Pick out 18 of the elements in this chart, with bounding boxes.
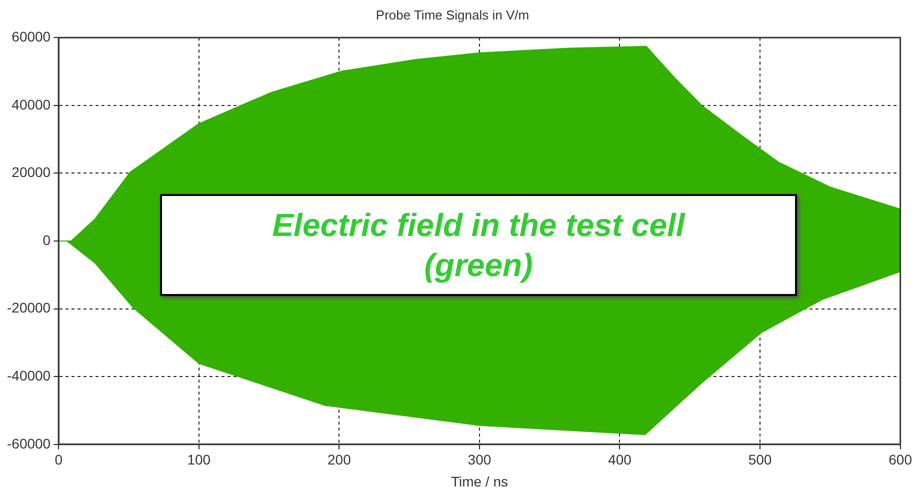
x-tick-label: 100 [187, 452, 211, 468]
y-tick-label: 0 [42, 232, 51, 248]
y-tick-label: -40000 [7, 367, 51, 384]
y-tick-label: 40000 [12, 96, 51, 112]
x-tick-label: 300 [468, 452, 492, 468]
x-axis-title: Time / ns [450, 473, 508, 490]
x-tick-label: 400 [608, 452, 632, 468]
y-tick-label: -20000 [7, 300, 51, 316]
x-tick-label: 0 [54, 452, 63, 468]
text-box: Electric field in the test cell (green) [160, 194, 797, 296]
x-tick-label: 200 [327, 452, 352, 468]
chart-title: Probe Time Signals in V/m [376, 7, 530, 22]
annotation: Electric field in the test cell (green) [271, 206, 686, 285]
y-tick-label: 20000 [12, 164, 51, 180]
x-tick-label: 600 [888, 452, 912, 468]
y-tick-label: -60000 [7, 435, 51, 452]
x-tick-label: 500 [748, 452, 772, 468]
y-tick-label: 60000 [12, 28, 51, 44]
